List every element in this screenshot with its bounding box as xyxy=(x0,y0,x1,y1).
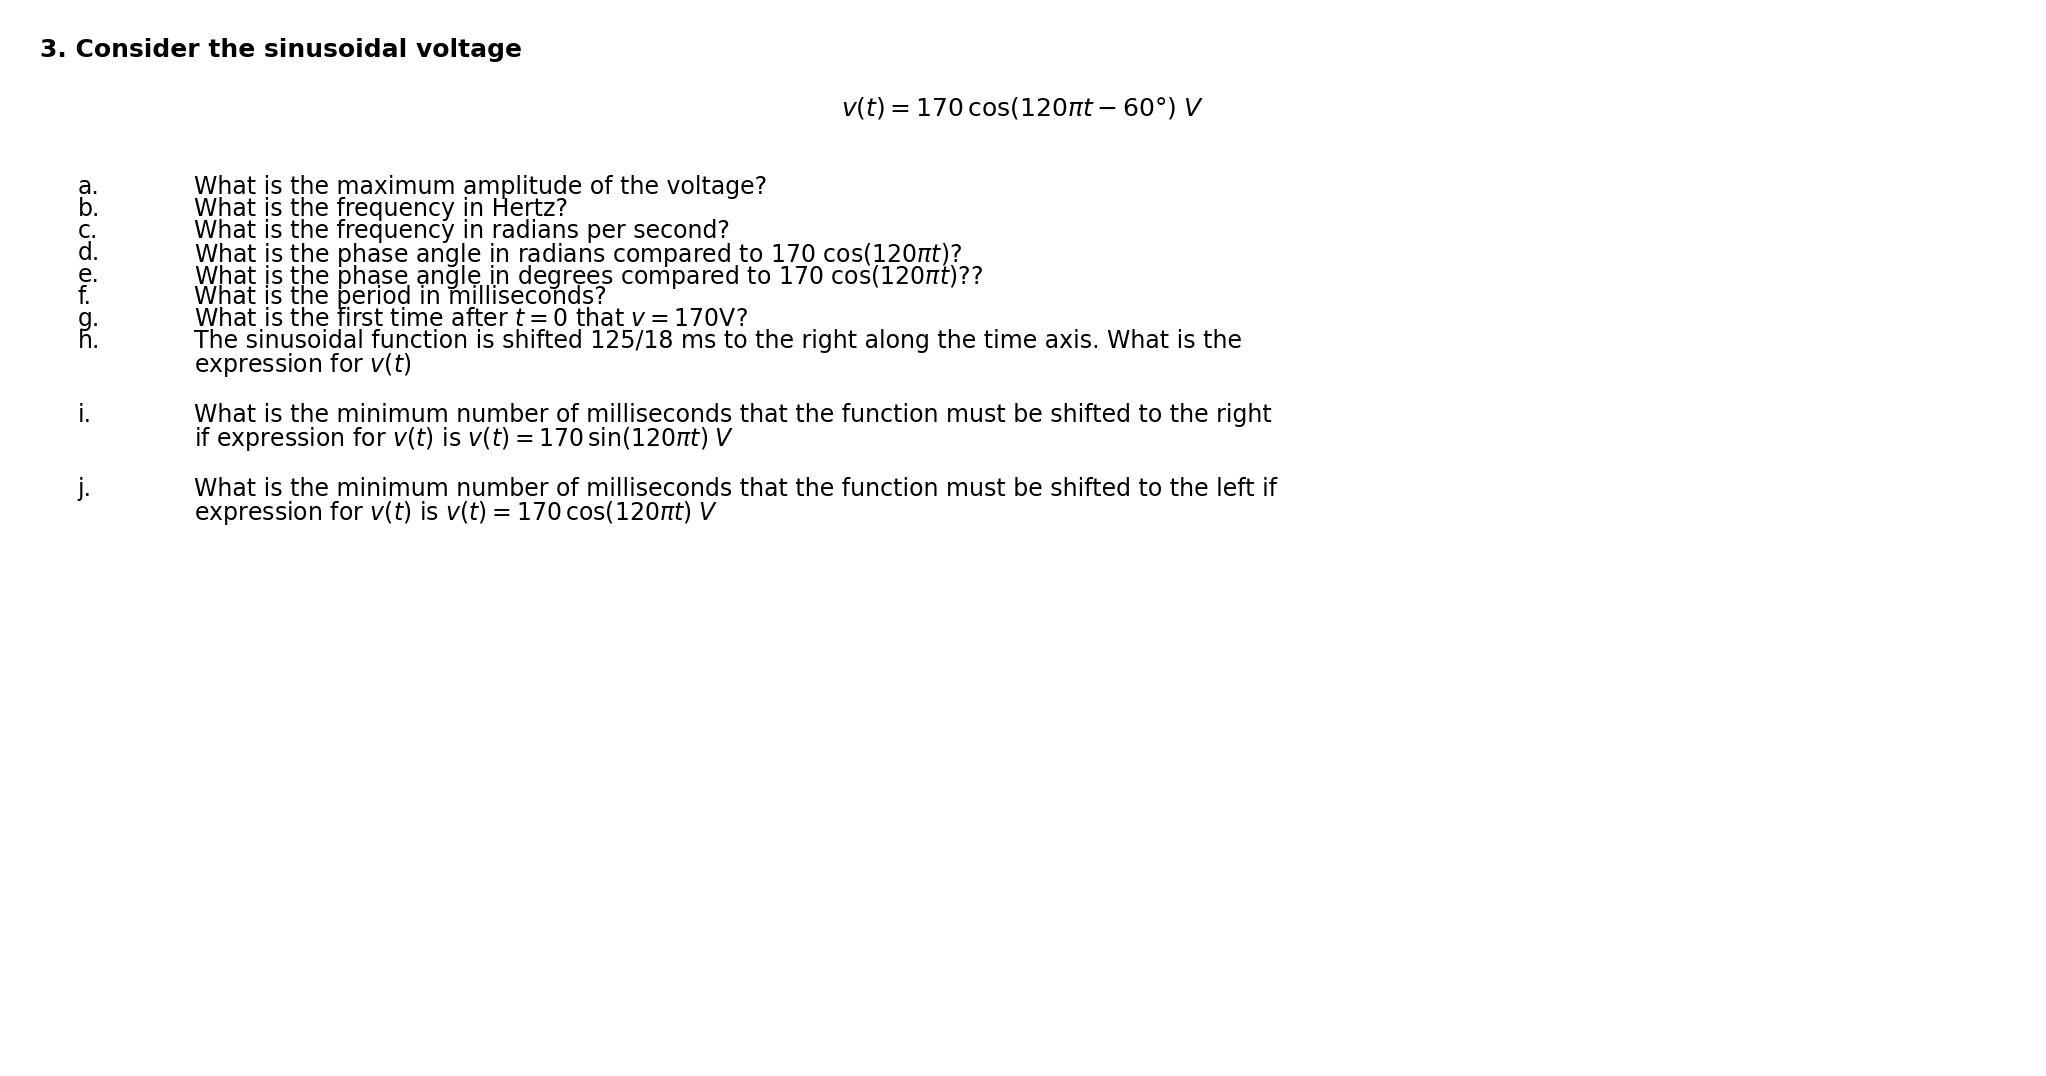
Text: 3. Consider the sinusoidal voltage: 3. Consider the sinusoidal voltage xyxy=(41,38,522,62)
Text: $v(t) = 170\,\mathrm{cos}(120\pi t - 60\degree)\;V$: $v(t) = 170\,\mathrm{cos}(120\pi t - 60\… xyxy=(841,95,1205,121)
Text: j.: j. xyxy=(78,477,92,501)
Text: b.: b. xyxy=(78,197,100,221)
Text: if expression for $v(t)$ is $v(t) = 170\,\mathrm{sin}(120\pi t)\;V$: if expression for $v(t)$ is $v(t) = 170\… xyxy=(194,425,735,453)
Text: What is the phase angle in degrees compared to 170 $\mathrm{cos}(120\pi t)$??: What is the phase angle in degrees compa… xyxy=(194,263,984,291)
Text: i.: i. xyxy=(78,404,92,427)
Text: The sinusoidal function is shifted 125/18 ms to the right along the time axis. W: The sinusoidal function is shifted 125/1… xyxy=(194,329,1242,353)
Text: d.: d. xyxy=(78,241,100,265)
Text: h.: h. xyxy=(78,329,100,353)
Text: expression for $v(t)$: expression for $v(t)$ xyxy=(194,351,411,379)
Text: What is the frequency in radians per second?: What is the frequency in radians per sec… xyxy=(194,220,730,243)
Text: expression for $v(t)$ is $v(t) = 170\,\mathrm{cos}(120\pi t)\;V$: expression for $v(t)$ is $v(t) = 170\,\m… xyxy=(194,499,718,527)
Text: What is the frequency in Hertz?: What is the frequency in Hertz? xyxy=(194,197,569,221)
Text: What is the phase angle in radians compared to 170 $\mathrm{cos}(120\pi t)$?: What is the phase angle in radians compa… xyxy=(194,241,964,269)
Text: e.: e. xyxy=(78,263,100,287)
Text: What is the minimum number of milliseconds that the function must be shifted to : What is the minimum number of millisecon… xyxy=(194,477,1277,501)
Text: f.: f. xyxy=(78,285,92,309)
Text: g.: g. xyxy=(78,307,100,331)
Text: What is the period in milliseconds?: What is the period in milliseconds? xyxy=(194,285,608,309)
Text: a.: a. xyxy=(78,175,100,199)
Text: c.: c. xyxy=(78,220,98,243)
Text: What is the first time after $t = 0$ that $v = 170$V?: What is the first time after $t = 0$ tha… xyxy=(194,307,749,331)
Text: What is the maximum amplitude of the voltage?: What is the maximum amplitude of the vol… xyxy=(194,175,767,199)
Text: What is the minimum number of milliseconds that the function must be shifted to : What is the minimum number of millisecon… xyxy=(194,404,1273,427)
